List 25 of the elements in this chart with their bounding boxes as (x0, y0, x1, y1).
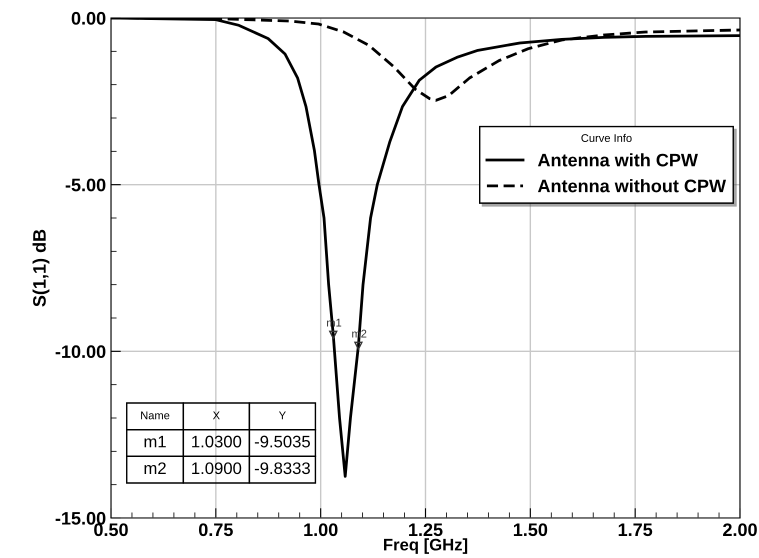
x-tick-label: 1.25 (409, 523, 443, 536)
legend-label: Antenna with CPW (538, 153, 698, 166)
legend-title: Curve Info (581, 134, 632, 142)
annotation: Y (278, 412, 286, 420)
annotation: 1.0900 (192, 462, 242, 474)
annotation: -9.5035 (254, 436, 310, 448)
y-tick-label: -10.00 (56, 345, 106, 358)
annotation: Name (141, 412, 170, 420)
x-tick-label: 0.50 (94, 523, 128, 536)
annotation: 1.0300 (192, 436, 242, 448)
annotation: m1 (144, 436, 166, 448)
y-tick-label: -15.00 (56, 512, 106, 525)
annotation: X (212, 412, 220, 420)
annotation: m2 (144, 462, 166, 474)
x-tick-label: 1.00 (304, 523, 338, 536)
x-tick-label: 0.75 (198, 523, 233, 536)
x-tick-label: 1.50 (514, 523, 548, 536)
y-axis-title: S(1,1) dB (32, 230, 50, 307)
annotation: -9.8333 (254, 462, 310, 474)
y-tick-label: -5.00 (66, 178, 106, 192)
x-tick-label: 1.75 (618, 524, 652, 536)
x-axis-title: Freq [GHz] (384, 538, 468, 554)
legend-label: Antenna without CPW (538, 179, 726, 192)
x-tick-label: 2.00 (723, 523, 757, 536)
y-tick-label: 0.00 (72, 12, 106, 25)
